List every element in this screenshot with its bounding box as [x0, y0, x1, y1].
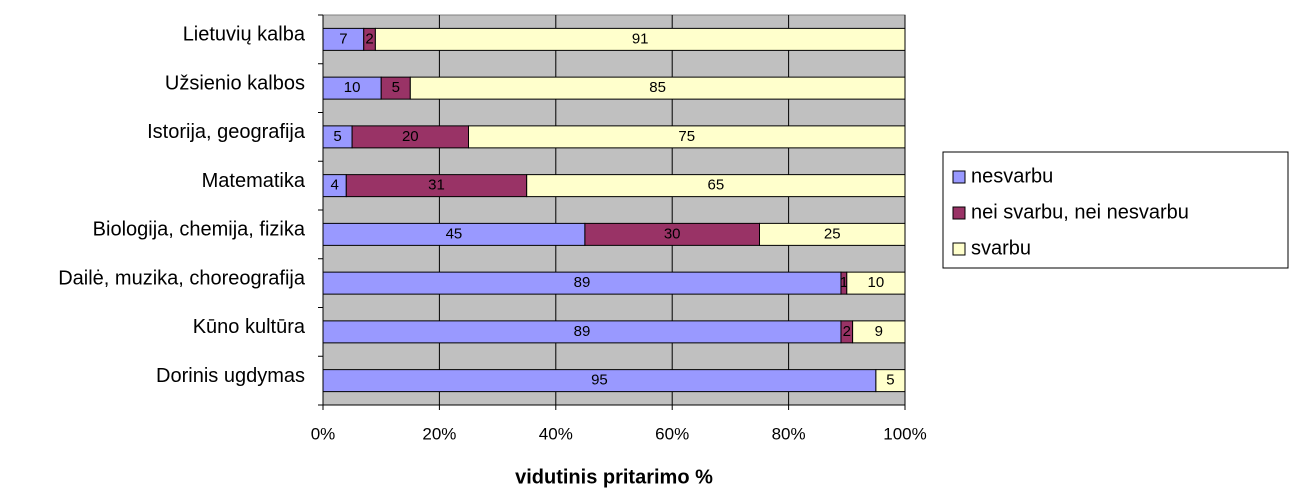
legend-swatch — [952, 242, 966, 256]
data-label: 75 — [678, 128, 695, 145]
bar-segment — [875, 369, 906, 393]
plot-area — [322, 14, 906, 406]
legend-swatch — [952, 206, 966, 220]
data-label: 95 — [591, 372, 608, 389]
x-axis-title: vidutinis pritarimo % — [515, 466, 713, 488]
data-label: 45 — [446, 225, 463, 242]
data-label: 10 — [344, 79, 361, 96]
bar-segment — [374, 27, 906, 51]
y-tick-label: Užsienio kalbos — [165, 72, 305, 94]
bar-segment — [846, 271, 906, 295]
data-label: 20 — [402, 128, 419, 145]
data-label: 7 — [339, 30, 347, 47]
y-tick-label: Lietuvių kalba — [183, 24, 306, 46]
bar-segment — [759, 222, 906, 246]
data-label: 25 — [824, 225, 841, 242]
y-tick-label: Kūno kultūra — [193, 316, 306, 338]
legend-label: svarbu — [971, 237, 1031, 259]
data-label: 4 — [330, 177, 338, 194]
y-tick-label: Dailė, muzika, choreografija — [58, 267, 306, 289]
data-label: 10 — [868, 274, 885, 291]
x-tick-label: 100% — [883, 424, 926, 443]
data-label: 65 — [708, 177, 725, 194]
bar-segment — [468, 125, 906, 149]
data-label: 89 — [574, 274, 591, 291]
bar-segment — [526, 174, 906, 198]
x-tick-label: 40% — [539, 424, 573, 443]
y-tick-label: Istorija, geografija — [147, 121, 306, 143]
data-label: 9 — [875, 323, 883, 340]
legend-label: nei svarbu, nei nesvarbu — [971, 201, 1189, 223]
data-label: 5 — [392, 79, 400, 96]
data-label: 1 — [840, 274, 848, 291]
bar-segment — [409, 76, 906, 100]
x-tick-label: 20% — [422, 424, 456, 443]
legend-swatch — [952, 170, 966, 184]
x-tick-label: 80% — [772, 424, 806, 443]
data-label: 91 — [632, 30, 649, 47]
data-label: 89 — [574, 323, 591, 340]
x-tick-label: 60% — [655, 424, 689, 443]
data-label: 5 — [886, 372, 894, 389]
data-label: 30 — [664, 225, 681, 242]
y-tick-label: Dorinis ugdymas — [156, 365, 305, 387]
data-label: 85 — [649, 79, 666, 96]
x-tick-label: 0% — [311, 424, 336, 443]
y-tick-label: Biologija, chemija, fizika — [93, 219, 306, 241]
legend-label: nesvarbu — [971, 165, 1053, 187]
legend-box — [942, 151, 1289, 269]
data-label: 2 — [843, 323, 851, 340]
data-label: 31 — [428, 177, 445, 194]
data-label: 5 — [333, 128, 341, 145]
y-tick-label: Matematika — [202, 170, 306, 192]
data-label: 2 — [365, 30, 373, 47]
bar-segment — [852, 320, 906, 344]
